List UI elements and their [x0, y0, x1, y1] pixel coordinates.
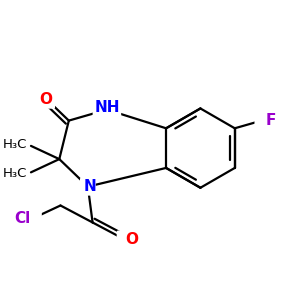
Text: NH: NH — [94, 102, 120, 117]
Text: NH: NH — [94, 100, 120, 115]
Text: O: O — [126, 232, 139, 247]
Text: O: O — [118, 232, 131, 247]
Text: F: F — [266, 113, 276, 128]
Text: O: O — [40, 92, 54, 107]
Text: Cl: Cl — [24, 211, 40, 226]
Text: O: O — [40, 92, 52, 107]
Text: Cl: Cl — [15, 211, 31, 226]
Text: H₃C: H₃C — [3, 167, 27, 180]
Text: N: N — [83, 179, 96, 194]
Text: H₃C: H₃C — [3, 138, 27, 152]
Text: N: N — [82, 179, 94, 194]
Text: F: F — [256, 113, 266, 128]
